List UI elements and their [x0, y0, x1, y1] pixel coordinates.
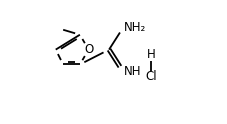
Text: H: H	[146, 48, 155, 61]
Text: Cl: Cl	[145, 70, 156, 83]
Text: NH₂: NH₂	[123, 21, 146, 34]
Text: NH: NH	[123, 65, 141, 78]
Text: O: O	[84, 43, 93, 56]
